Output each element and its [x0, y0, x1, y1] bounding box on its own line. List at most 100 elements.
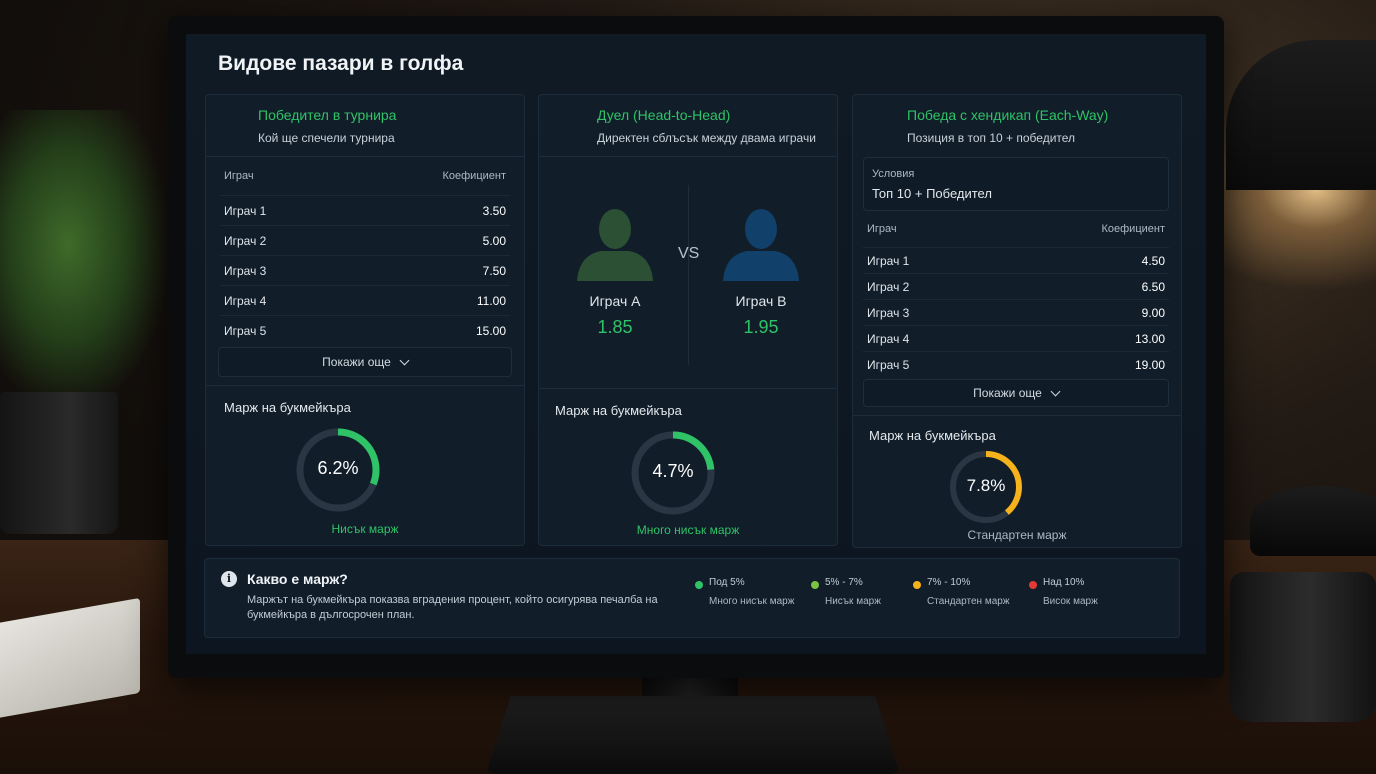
lamp-base-decor: [1250, 486, 1376, 556]
margin-value: 4.7%: [652, 461, 694, 481]
legend-dot: [811, 581, 819, 589]
margin-gauge: 6.2%: [294, 426, 382, 514]
margin-value: 6.2%: [317, 458, 359, 478]
table-row[interactable]: Играч 2 5.00: [220, 225, 510, 255]
legend-dot: [1029, 581, 1037, 589]
table-row[interactable]: Играч 3 9.00: [863, 299, 1169, 325]
h2h-card-subtitle: Директен сблъсък между двама играчи: [597, 131, 816, 145]
h2h-card-title: Дуел (Head-to-Head): [597, 107, 731, 123]
info-icon: i: [221, 571, 237, 587]
info-title: Какво е марж?: [247, 571, 348, 587]
col-odds-header: Коефициент: [442, 170, 506, 182]
eachway-margin-section: Марж на букмейкъра 7.8% Стандартен марж: [853, 415, 1181, 551]
chevron-down-icon: [1050, 386, 1061, 396]
player-a-odds[interactable]: 1.85: [597, 317, 633, 337]
h2h-margin-section: Марж на букмейкъра 4.7% Много нисък марж: [539, 389, 837, 545]
eachway-card-subtitle: Позиция в топ 10 + победител: [907, 131, 1076, 145]
legend-range: Над 10%: [1043, 577, 1085, 588]
col-player-header: Играч: [224, 170, 254, 182]
table-row[interactable]: Играч 1 4.50: [863, 247, 1169, 273]
col-odds-header: Коефициент: [1101, 223, 1165, 235]
winner-odds-table: Играч Коефициент Играч 1 3.50 Играч 2 5.…: [206, 157, 524, 345]
legend-dot: [695, 581, 703, 589]
plant-pot-decor: [0, 392, 118, 534]
eachway-card-header: Победа с хендикап (Each-Way) Позиция в т…: [853, 95, 1181, 153]
plant-decor: [0, 110, 170, 410]
margin-value: 7.8%: [966, 476, 1006, 495]
table-row[interactable]: Играч 4 11.00: [220, 285, 510, 315]
lamp-shade-decor: [1226, 40, 1376, 190]
table-row[interactable]: Играч 2 6.50: [863, 273, 1169, 299]
player-a-name: Играч A: [589, 293, 641, 309]
winner-card-header: Победител в турнира Кой ще спечели турни…: [206, 95, 524, 157]
margin-gauge-ring: [631, 431, 715, 515]
margin-label: Много нисък марж: [636, 523, 740, 537]
eachway-odds-table: Играч Коефициент Играч 1 4.50 Играч 2 6.…: [853, 211, 1181, 377]
row-odds[interactable]: 5.00: [482, 233, 506, 248]
table-row[interactable]: Играч 5 19.00: [863, 351, 1169, 377]
h2h-matchup: VS Играч A 1.85 Играч B 1.95: [539, 157, 837, 389]
row-odds[interactable]: 7.50: [482, 263, 506, 278]
winner-margin-section: Марж на букмейкъра 6.2% Нисък марж: [206, 385, 524, 545]
conditions-box: Условия Топ 10 + Победител: [863, 157, 1169, 211]
player-b-odds[interactable]: 1.95: [743, 317, 779, 337]
margin-label: Нисък марж: [331, 522, 399, 536]
mug-decor: [1230, 572, 1376, 722]
legend-range: Под 5%: [709, 577, 745, 588]
row-odds[interactable]: 11.00: [476, 293, 506, 308]
conditions-value: Топ 10 + Победител: [872, 186, 992, 201]
page-title: Видове пазари в голфа: [218, 52, 464, 75]
eachway-table-header: Играч Коефициент: [863, 211, 1169, 247]
h2h-market-card: Дуел (Head-to-Head) Директен сблъсък меж…: [538, 94, 838, 546]
table-row[interactable]: Играч 4 13.00: [863, 325, 1169, 351]
show-more-button[interactable]: Покажи още: [863, 379, 1169, 407]
row-player: Играч 3: [224, 263, 267, 278]
monitor-stand-base: [486, 696, 900, 774]
row-odds[interactable]: 6.50: [1141, 279, 1165, 294]
player-b-avatar-icon[interactable]: [721, 203, 801, 283]
show-more-label: Покажи още: [322, 355, 391, 369]
row-player: Играч 2: [867, 279, 910, 294]
row-player: Играч 1: [224, 203, 267, 218]
winner-market-card: Победител в турнира Кой ще спечели турни…: [205, 94, 525, 546]
row-odds[interactable]: 4.50: [1141, 253, 1165, 268]
row-odds[interactable]: 15.00: [475, 323, 506, 338]
row-odds[interactable]: 9.00: [1141, 305, 1165, 320]
show-more-label: Покажи още: [973, 386, 1042, 400]
legend-desc: Висок марж: [1043, 596, 1098, 607]
row-odds[interactable]: 3.50: [482, 203, 506, 218]
margin-title: Марж на букмейкъра: [869, 428, 996, 443]
col-player-header: Играч: [867, 223, 897, 235]
conditions-label: Условия: [872, 168, 915, 180]
row-player: Играч 4: [224, 293, 267, 308]
legend-range: 5% - 7%: [825, 577, 863, 588]
table-row[interactable]: Играч 1 3.50: [220, 195, 510, 225]
margin-gauge: 7.8%: [947, 448, 1025, 526]
row-player: Играч 2: [224, 233, 267, 248]
table-row[interactable]: Играч 5 15.00: [220, 315, 510, 345]
legend-desc: Нисък марж: [825, 596, 881, 607]
chevron-down-icon: [399, 355, 410, 365]
winner-table-header: Играч Коефициент: [220, 157, 510, 195]
legend-desc: Стандартен марж: [927, 596, 1010, 607]
row-player: Играч 5: [224, 323, 267, 338]
info-text: Маржът на букмейкъра показва вградения п…: [247, 594, 658, 621]
eachway-market-card: Победа с хендикап (Each-Way) Позиция в т…: [852, 94, 1182, 548]
show-more-button[interactable]: Покажи още: [218, 347, 512, 377]
margin-info-box: i Какво е марж? Маржът на букмейкъра пок…: [204, 558, 1180, 638]
row-odds[interactable]: 13.00: [1134, 331, 1165, 346]
row-odds[interactable]: 19.00: [1134, 357, 1165, 372]
margin-title: Марж на букмейкъра: [224, 400, 351, 415]
table-row[interactable]: Играч 3 7.50: [220, 255, 510, 285]
player-b-name: Играч B: [735, 293, 787, 309]
row-player: Играч 5: [867, 357, 910, 372]
vs-label: VS: [678, 245, 700, 262]
row-player: Играч 3: [867, 305, 910, 320]
legend-dot: [913, 581, 921, 589]
margin-gauge: 4.7%: [629, 429, 717, 517]
legend-range: 7% - 10%: [927, 577, 971, 588]
margin-gauge-ring: [296, 428, 380, 512]
player-a-avatar-icon[interactable]: [575, 203, 655, 283]
margin-title: Марж на букмейкъра: [555, 403, 682, 418]
row-player: Играч 4: [867, 331, 910, 346]
